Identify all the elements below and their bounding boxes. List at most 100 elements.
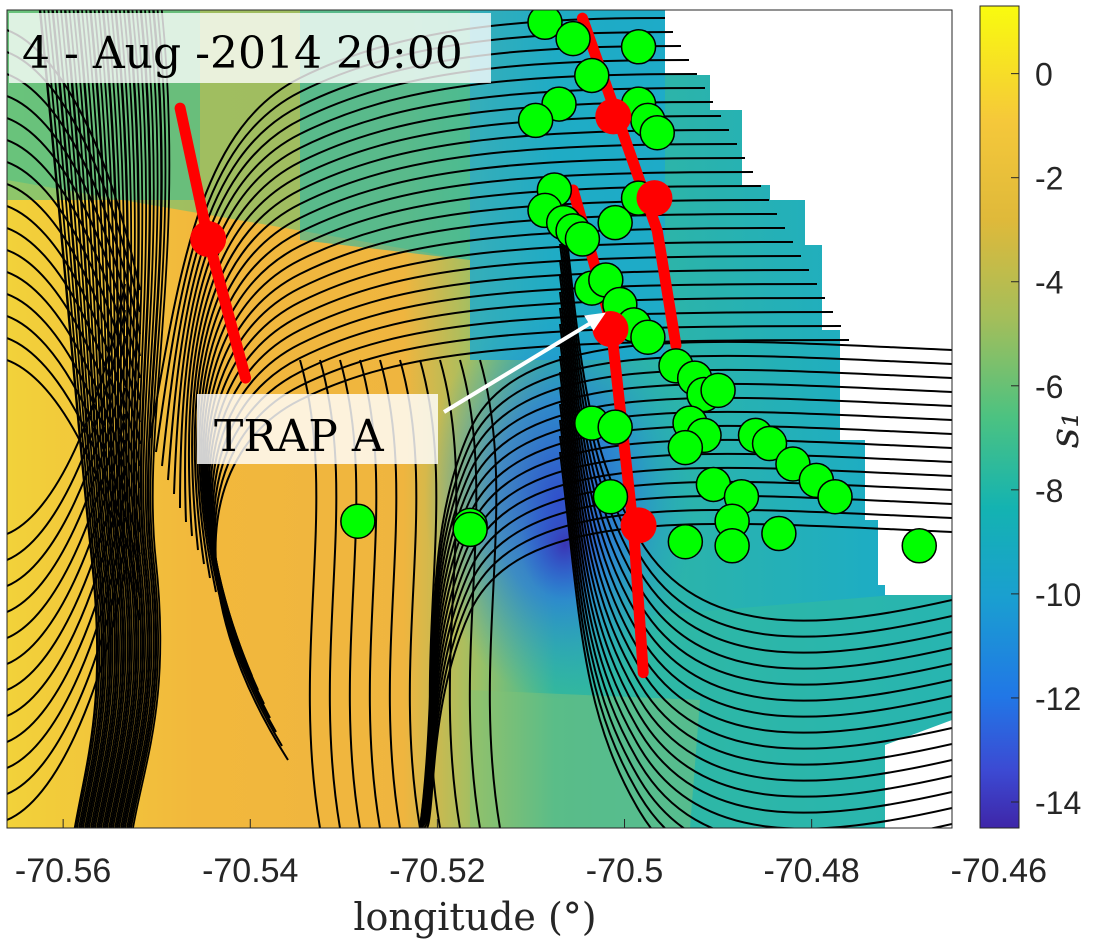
drifter-point [555,20,591,57]
streamline [7,517,126,769]
colorbar-label: s₁ [1042,412,1088,449]
chart-title: 4 - Aug -2014 20:00 [22,28,463,79]
streamline [479,359,501,828]
plot-frame [6,9,953,829]
streamline [7,413,126,665]
colorbar-tick-label: -12 [1035,681,1081,717]
no-data-region-ne [665,10,952,595]
colorbar-tick-label: 0 [1035,57,1053,93]
markers [190,10,938,564]
x-tick-label: -70.46 [951,852,1047,890]
x-tick-label: -70.48 [763,852,859,890]
streamline [202,199,770,621]
streamline [51,10,106,828]
colorbar [979,5,1020,829]
trap-arrow [442,312,606,414]
drifter-point [340,503,376,539]
streamline [126,10,159,828]
streamline [55,10,107,828]
streamline [130,10,167,828]
streamline [559,451,653,828]
colorbar-tick-label: -2 [1035,161,1063,197]
streamline [559,355,952,798]
streamline [7,227,141,489]
drifter-point [517,102,554,139]
arrow-head [584,312,606,331]
streamline [106,10,133,828]
drifter-point [639,114,676,151]
streamline [559,339,952,782]
streamline [559,323,952,766]
drifter-point [901,528,938,564]
title-box [9,13,491,83]
x-axis: -70.56 -70.54 -70.52 -70.5 -70.48 -70.46 [15,819,1047,890]
colorbar-tick-label: -4 [1035,265,1063,301]
colorbar-tick-label: -10 [1035,577,1081,613]
streamline [167,59,690,481]
streamline [7,359,141,621]
streamline [124,10,155,828]
streamline [173,73,698,495]
streamline [7,95,141,357]
plot-area [7,10,952,828]
x-tick-label: -70.56 [15,852,111,890]
drifter-point [700,372,736,409]
streamline [7,283,126,535]
drifter-point [574,57,610,94]
streamline [459,359,481,828]
streamline [7,73,141,335]
streamline [7,387,126,639]
streamline [38,10,99,828]
streamline [439,359,461,828]
streamline [7,439,126,691]
streamline [7,293,141,555]
drifter-point [714,528,750,564]
colorbar-tick-label: -14 [1035,785,1081,821]
x-tick-label: -70.54 [202,852,298,890]
attracting-curve-point [592,311,629,348]
streamline [81,10,120,828]
streamline [559,419,686,828]
attracting-curve-point [595,98,632,135]
drifter-point [592,478,629,515]
streamline [559,403,952,828]
streamline [120,10,149,828]
streamline [7,205,141,467]
drifter-point [817,478,853,515]
x-tick-label: -70.52 [389,852,485,890]
streamline [7,315,141,577]
streamline [7,337,141,599]
streamline [7,465,126,717]
streamline [7,139,141,401]
colorbar-tick-label: -6 [1035,369,1063,405]
streamline [161,45,682,467]
streamline [7,271,141,533]
drifter-point [564,221,601,257]
drifter-point [452,511,488,548]
streamline [64,10,112,828]
drifter-point [761,515,797,552]
streamline [114,10,142,828]
streamline [559,435,667,828]
streamline [7,569,126,821]
streamline [68,10,114,828]
colorbar-tick-label: -8 [1035,473,1063,509]
drifter-point [630,319,666,355]
attracting-curve-point [620,507,657,544]
streamline [559,371,952,814]
streamline [7,491,126,743]
streamline [121,10,152,828]
drifter-point [667,523,704,560]
streamline [132,10,171,828]
streamline [7,249,141,511]
x-tick-label: -70.5 [586,852,664,890]
streamline [127,10,163,828]
drifter-point [620,29,657,65]
drifter-point [597,204,633,241]
streamline [7,117,141,379]
streamline [7,543,126,795]
streamline [191,129,730,551]
streamline [7,309,126,561]
arrow-shaft [442,316,599,414]
